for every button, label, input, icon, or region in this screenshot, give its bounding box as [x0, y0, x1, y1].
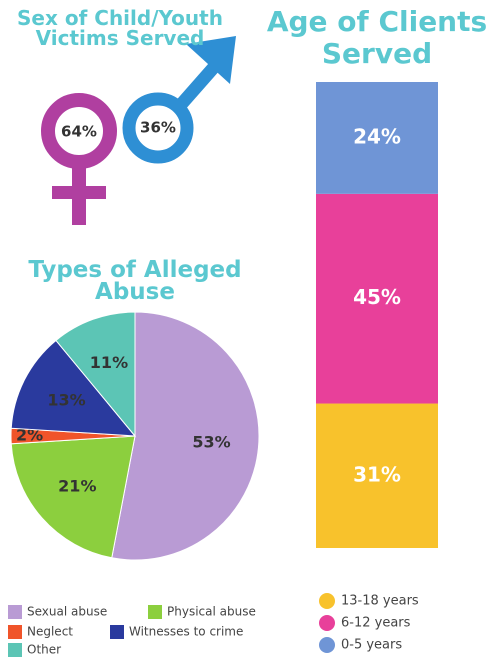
legend-label: Other [27, 643, 61, 657]
pie-slice [111, 311, 260, 561]
female-ring [41, 93, 117, 169]
value-label: 31% [353, 462, 401, 486]
legend-swatch [148, 605, 162, 619]
legend-label: Physical abuse [167, 605, 256, 619]
legend-swatch [319, 593, 335, 609]
value-label: 21% [58, 476, 96, 495]
bar-segment [316, 193, 438, 404]
legend-swatch [8, 643, 22, 657]
value-label: 13% [47, 391, 85, 410]
value-label: 53% [192, 433, 230, 452]
legend-swatch [319, 615, 335, 631]
legend-label: 6-12 years [341, 616, 411, 631]
pie-slice [55, 311, 136, 438]
pie-title: Types of Alleged Abuse [28, 257, 242, 305]
bar-segment [316, 82, 438, 194]
legend-swatch [110, 625, 124, 639]
bar-segment [316, 403, 438, 548]
value-label: 64% [61, 123, 97, 141]
legend-swatch [319, 637, 335, 653]
value-label: 24% [353, 124, 401, 148]
age-title: Age of Clients Served [266, 5, 488, 71]
gender-title: Sex of Child/Youth Victims Served [17, 6, 223, 50]
female-cross [52, 186, 106, 199]
legend-label: Sexual abuse [27, 605, 107, 619]
value-label: 45% [353, 285, 401, 309]
value-label: 11% [90, 353, 128, 372]
pie-slice [10, 339, 137, 437]
value-label: 36% [140, 119, 176, 137]
legend-label: Neglect [27, 625, 73, 639]
legend-label: 0-5 years [341, 638, 402, 653]
legend-swatch [8, 605, 22, 619]
pie-slice [10, 435, 136, 559]
male-arrowhead [186, 36, 236, 84]
male-ring [122, 92, 194, 164]
legend-label: 13-18 years [341, 594, 419, 609]
legend-swatch [8, 625, 22, 639]
legend-label: Witnesses to crime [129, 625, 243, 639]
